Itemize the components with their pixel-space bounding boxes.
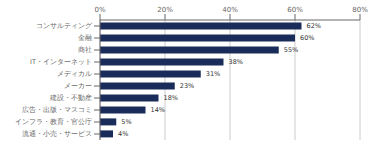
svg-text:80%: 80% [352, 6, 368, 14]
svg-text:建設・不動産: 建設・不動産 [49, 94, 92, 102]
svg-text:31%: 31% [206, 70, 220, 78]
svg-text:38%: 38% [229, 58, 243, 66]
svg-text:20%: 20% [157, 6, 173, 14]
svg-text:コンサルティング: コンサルティング [36, 22, 93, 30]
svg-text:メーカー: メーカー [64, 82, 92, 90]
svg-text:60%: 60% [287, 6, 303, 14]
svg-text:40%: 40% [222, 6, 238, 14]
svg-text:メディカル: メディカル [57, 70, 92, 78]
svg-text:18%: 18% [164, 94, 178, 102]
svg-text:0%: 0% [94, 6, 105, 14]
svg-text:60%: 60% [300, 34, 314, 42]
svg-text:インフラ・教育・官公庁: インフラ・教育・官公庁 [15, 117, 92, 126]
svg-text:55%: 55% [284, 46, 298, 54]
svg-text:5%: 5% [121, 118, 131, 126]
svg-text:金融: 金融 [78, 34, 92, 42]
svg-text:23%: 23% [180, 82, 194, 90]
svg-text:4%: 4% [118, 130, 128, 138]
svg-text:広告・出版・マスコミ: 広告・出版・マスコミ [22, 106, 92, 114]
svg-text:62%: 62% [307, 22, 321, 30]
svg-text:商社: 商社 [78, 46, 92, 54]
svg-text:IT・インターネット: IT・インターネット [30, 58, 92, 66]
svg-text:14%: 14% [151, 106, 165, 114]
svg-text:流通・小売・サービス: 流通・小売・サービス [22, 130, 92, 138]
